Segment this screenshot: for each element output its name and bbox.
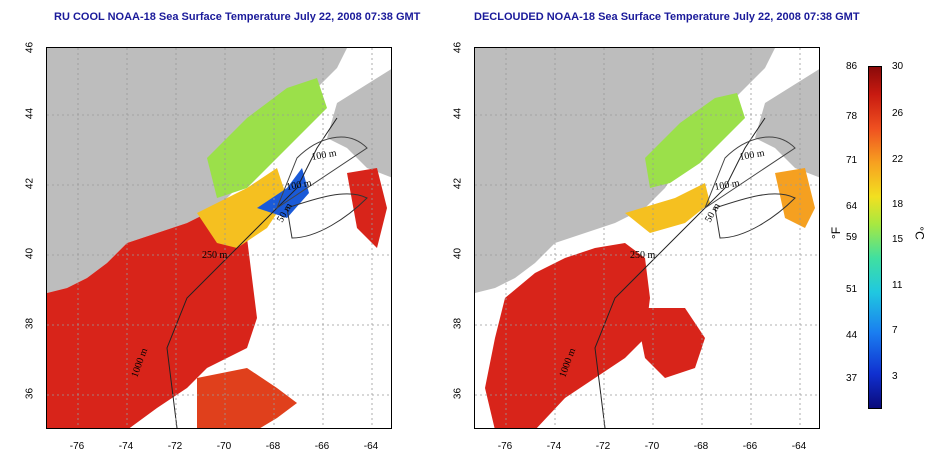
- y-tick-label: 38: [24, 317, 36, 330]
- temperature-colorbar: [868, 66, 882, 409]
- x-tick-label: -72: [595, 441, 611, 452]
- x-tick-label: -66: [314, 441, 330, 452]
- warm-water-offshore: [635, 308, 705, 378]
- contour-label: 100 m: [311, 148, 338, 163]
- bathymetry-contour: [714, 193, 796, 239]
- bathymetry-contour: [286, 193, 368, 239]
- celsius-tick: 15: [892, 234, 904, 245]
- y-tick-label: 36: [24, 387, 36, 400]
- fahrenheit-tick: 71: [846, 155, 858, 166]
- contour-label: 100 m: [739, 148, 766, 163]
- fahrenheit-tick: 86: [846, 61, 858, 72]
- cool-water-gulf: [207, 78, 327, 198]
- y-tick-label: 44: [452, 107, 464, 120]
- nova-scotia-land: [755, 69, 819, 178]
- x-tick-label: -74: [546, 441, 562, 452]
- mid-water: [197, 168, 287, 248]
- x-tick-label: -76: [497, 441, 513, 452]
- right-sst-map: 100 m 100 m 50 m 250 m 1000 m: [474, 47, 820, 429]
- celsius-tick: 3: [892, 371, 898, 382]
- x-tick-label: -66: [742, 441, 758, 452]
- bathymetry-contour: [703, 136, 796, 210]
- y-tick-label: 36: [452, 387, 464, 400]
- x-tick-label: -68: [693, 441, 709, 452]
- celsius-tick: 18: [892, 199, 904, 210]
- bathymetry-contour: [166, 117, 338, 428]
- left-sst-map: 100 m 100 m 50 m 250 m 1000 m: [46, 47, 392, 429]
- celsius-tick: 7: [892, 325, 898, 336]
- celsius-tick: 11: [892, 280, 903, 291]
- fahrenheit-tick: 51: [846, 284, 858, 295]
- fahrenheit-tick: 37: [846, 373, 858, 384]
- left-map-title: RU COOL NOAA-18 Sea Surface Temperature …: [54, 11, 421, 23]
- fahrenheit-tick: 64: [846, 201, 858, 212]
- fahrenheit-tick: 44: [846, 330, 858, 341]
- y-tick-label: 40: [24, 247, 36, 260]
- warm-water: [485, 243, 650, 428]
- x-tick-label: -64: [791, 441, 807, 452]
- bathymetry-contour: [594, 117, 766, 428]
- y-tick-label: 44: [24, 107, 36, 120]
- contour-label: 100 m: [714, 178, 741, 193]
- nova-scotia-land: [327, 69, 391, 178]
- x-tick-label: -68: [265, 441, 281, 452]
- celsius-tick: 30: [892, 61, 904, 72]
- fahrenheit-tick: 78: [846, 111, 858, 122]
- warm-water-south: [197, 368, 297, 428]
- celsius-tick: 22: [892, 154, 904, 165]
- contour-label: 250 m: [202, 250, 228, 261]
- celsius-tick: 26: [892, 108, 904, 119]
- y-tick-label: 46: [452, 41, 464, 54]
- cool-water-gulf: [645, 93, 745, 188]
- x-tick-label: -72: [167, 441, 183, 452]
- x-tick-label: -76: [69, 441, 85, 452]
- celsius-label: °C: [912, 226, 927, 240]
- fahrenheit-tick: 59: [846, 232, 858, 243]
- mid-water: [625, 183, 710, 233]
- y-tick-label: 42: [452, 177, 464, 190]
- y-tick-label: 38: [452, 317, 464, 330]
- x-tick-label: -70: [216, 441, 232, 452]
- warm-water: [47, 208, 257, 428]
- y-tick-label: 42: [24, 177, 36, 190]
- y-tick-label: 40: [452, 247, 464, 260]
- bathymetry-contour: [275, 136, 368, 210]
- x-tick-label: -74: [118, 441, 134, 452]
- x-tick-label: -70: [644, 441, 660, 452]
- contour-label: 250 m: [630, 250, 656, 261]
- y-tick-label: 46: [24, 41, 36, 54]
- contour-label: 100 m: [286, 178, 313, 193]
- cool-water-east: [347, 168, 387, 248]
- right-map-title: DECLOUDED NOAA-18 Sea Surface Temperatur…: [474, 11, 860, 23]
- x-tick-label: -64: [363, 441, 379, 452]
- fahrenheit-label: °F: [829, 226, 844, 240]
